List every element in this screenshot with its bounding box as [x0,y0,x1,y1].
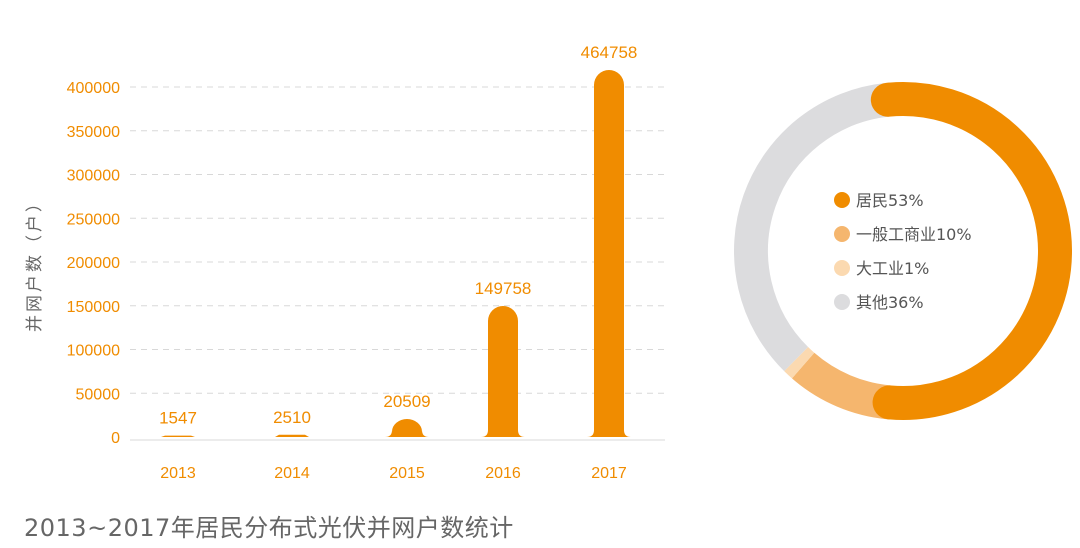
x-tick-labels: 2013 2014 2015 2016 2017 [160,465,627,482]
x-tick-label: 2014 [274,465,310,482]
legend-label: 一般工商业10% [856,225,972,244]
legend-swatch [834,260,850,276]
bar-data-label: 1547 [159,409,197,428]
bar-2016 [481,305,525,437]
donut-legend: 居民53% 一般工商业10% 大工业1% 其他36% [834,191,972,312]
bar-data-label: 2510 [273,408,311,427]
bar-data-labels: 1547 2510 20509 149758 464758 [159,43,637,428]
bar-2015 [385,419,429,437]
legend-swatch [834,226,850,242]
y-axis-label: 并网户数（户） [25,192,45,332]
y-tick-label: 350000 [67,124,120,141]
bar-data-label: 464758 [581,43,638,62]
legend-swatch [834,294,850,310]
bar-data-label: 20509 [383,392,430,411]
legend-label: 其他36% [856,293,924,312]
x-tick-label: 2016 [485,465,521,482]
y-tick-label: 400000 [67,80,120,97]
donut-segment-居民 [870,82,1072,420]
y-tick-label: 200000 [67,255,120,272]
bar-data-label: 149758 [475,279,532,298]
donut-segment-大工业 [784,346,815,379]
bar-2013 [161,435,195,437]
y-tick-label: 300000 [67,168,120,185]
x-tick-label: 2015 [389,465,425,482]
donut-segment-其他 [734,82,890,372]
donut-segments [734,82,1072,420]
donut-chart: 居民53% 一般工商业10% 大工业1% 其他36% [734,82,1072,420]
legend-label: 居民53% [856,191,924,210]
chart-caption: 2013~2017年居民分布式光伏并网户数统计 [24,514,514,542]
bar-2017 [587,70,631,437]
legend-label: 大工业1% [856,259,929,278]
x-tick-label: 2017 [591,465,627,482]
bars [161,70,631,437]
grid-lines [130,86,665,394]
y-tick-label: 250000 [67,211,120,228]
y-tick-label: 100000 [67,343,120,360]
legend-swatch [834,192,850,208]
y-tick-label: 0 [111,430,120,447]
bar-2014 [275,434,309,437]
y-tick-labels: 0 50000 100000 150000 200000 250000 300000 3500… [67,80,120,447]
x-tick-label: 2013 [160,465,196,482]
y-tick-label: 150000 [67,299,120,316]
y-tick-label: 50000 [76,386,121,403]
bar-chart: 0 50000 100000 150000 200000 250000 300000 3500… [25,43,665,482]
